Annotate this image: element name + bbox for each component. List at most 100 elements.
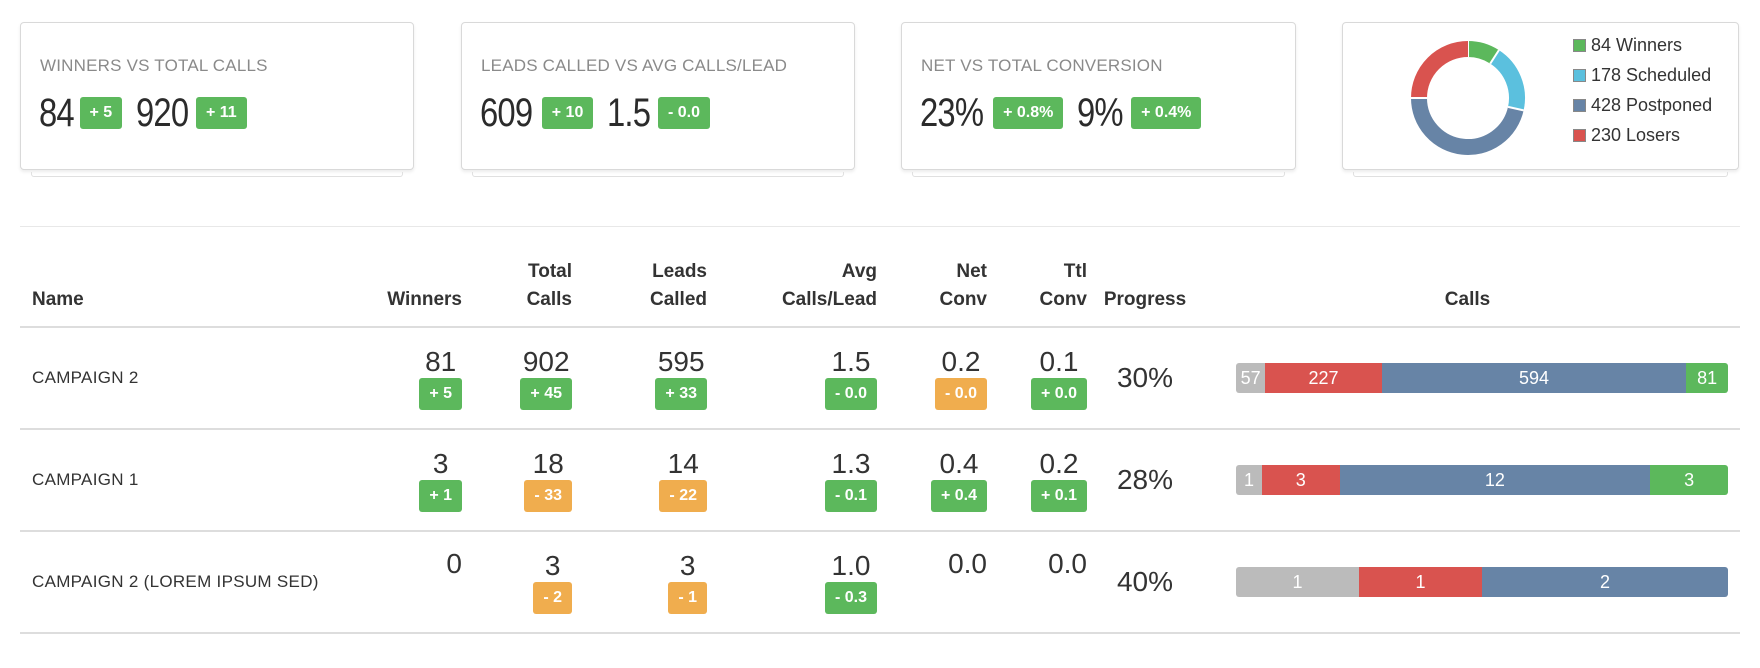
cell-stack: 3- 2 [533, 550, 572, 614]
cell-net-conv: 0.4 + 0.4 [885, 429, 995, 532]
calls-stacked-bar[interactable]: 1 3 12 3 [1236, 465, 1728, 495]
column-header-calls[interactable]: Calls [1195, 258, 1740, 328]
donut-slice-separator [1507, 105, 1524, 112]
calls-bar-segment[interactable]: 1 [1236, 465, 1262, 495]
column-header-ttl-conv[interactable]: Ttl Conv [995, 258, 1095, 328]
cell-stack: 902 + 45 [520, 346, 572, 410]
metric-value: 18 [532, 448, 564, 479]
table-row[interactable]: CAMPAIGN 2 (LOREM IPSUM SED) 0 3- 2 3- 1 1.0… [20, 531, 1740, 634]
calls-bar-segment[interactable]: 3 [1261, 465, 1340, 495]
legend-label: 428 Postponed [1591, 95, 1713, 115]
cell-total-calls: 902 + 45 [470, 327, 580, 430]
column-header-name[interactable]: Name [20, 258, 360, 328]
delta-badge: + 0.0 [1030, 378, 1087, 410]
calls-bar-segment[interactable]: 81 [1686, 363, 1728, 393]
stat-value-leads-called: 609 [480, 91, 533, 135]
metric-value: 902 [522, 346, 570, 377]
calls-stacked-bar[interactable]: 57 227 594 81 [1236, 363, 1728, 393]
column-header-winners[interactable]: Winners [360, 258, 470, 328]
delta-badge: + 10 [541, 97, 594, 129]
delta-badge: - 33 [524, 480, 572, 512]
legend-item-winners: 84 Winners [1573, 35, 1682, 56]
metric-value: 0.1 [1039, 346, 1079, 377]
cell-stack: 1.0- 0.3 [824, 550, 877, 614]
cell-stack: 3- 1 [668, 550, 707, 614]
campaign-name[interactable]: CAMPAIGN 2 [20, 327, 360, 430]
donut-slice[interactable] [1489, 50, 1525, 111]
donut-chart-card: 84 Winners 178 Scheduled 428 Postponed 2… [1342, 22, 1739, 177]
legend-label: 178 Scheduled [1591, 65, 1712, 85]
delta-badge: + 0.4% [1131, 97, 1202, 129]
donut-slice[interactable] [1467, 41, 1499, 64]
cell-total-calls: 18- 33 [470, 429, 580, 532]
header-label: Ttl [1063, 261, 1087, 282]
cell-winners: 0 [360, 531, 470, 634]
cell-stack: 3 + 1 [419, 448, 462, 512]
delta-badge: - 1 [668, 582, 707, 614]
column-header-net-conv[interactable]: Net Conv [885, 258, 995, 328]
legend-item-postponed: 428 Postponed [1573, 95, 1712, 116]
cell-winners: 3 + 1 [360, 429, 470, 532]
cell-stack: 0.1 + 0.0 [1030, 346, 1087, 410]
calls-bar-segment[interactable]: 1 [1236, 567, 1359, 597]
campaign-name[interactable]: CAMPAIGN 1 [20, 429, 360, 532]
column-header-progress[interactable]: Progress [1095, 258, 1195, 328]
delta-badge: - 0.3 [824, 582, 877, 614]
delta-badge: + 0.4 [930, 480, 987, 512]
calls-cell: 1 3 12 3 [1195, 429, 1740, 532]
metric-value: 0.2 [1039, 448, 1079, 479]
legend-swatch [1573, 39, 1586, 52]
header-label: Calls [1444, 289, 1491, 310]
calls-bar-segment[interactable]: 12 [1339, 465, 1651, 495]
calls-bar-segment[interactable]: 594 [1381, 363, 1687, 393]
cell-stack: 1.3- 0.1 [824, 448, 877, 512]
donut-slice[interactable] [1411, 41, 1469, 99]
metric-value: 0 [446, 547, 462, 579]
table-row[interactable]: CAMPAIGN 2 81 + 5 902 + 45 595 + 33 1.5- 0.0 0.2… [20, 327, 1740, 430]
cell-ttl-conv: 0.1 + 0.0 [995, 327, 1095, 430]
delta-badge: - 22 [659, 480, 707, 512]
stat-value-net-conversion: 23% [920, 91, 984, 135]
calls-bar-segment[interactable]: 1 [1359, 567, 1482, 597]
progress-value: 28% [1095, 429, 1195, 532]
delta-badge: + 11 [195, 97, 247, 129]
delta-badge: + 45 [520, 378, 572, 410]
legend-item-losers: 230 Losers [1573, 125, 1680, 146]
progress-value: 40% [1095, 531, 1195, 634]
metric-value: 595 [657, 346, 705, 377]
metric-value: 0.0 [1048, 547, 1087, 579]
cell-stack: 18- 33 [524, 448, 572, 512]
legend-swatch [1573, 99, 1586, 112]
calls-bar-segment[interactable]: 3 [1650, 465, 1728, 495]
donut-slice-separator [1489, 49, 1500, 65]
calls-bar-segment[interactable]: 227 [1265, 363, 1382, 393]
legend-label: 230 Losers [1591, 125, 1681, 145]
legend-item-scheduled: 178 Scheduled [1573, 65, 1711, 86]
column-header-avg-calls-lead[interactable]: Avg Calls/Lead [715, 258, 885, 328]
metric-value: 0.0 [948, 547, 987, 579]
campaign-table: Name Winners Total Calls Leads Called Av… [20, 258, 1740, 634]
cell-net-conv: 0.2- 0.0 [885, 327, 995, 430]
cell-leads-called: 14- 22 [580, 429, 715, 532]
header-label: Calls/Lead [781, 289, 877, 310]
column-header-leads-called[interactable]: Leads Called [580, 258, 715, 328]
delta-badge: + 0.8% [993, 97, 1064, 129]
cell-stack: 0.2- 0.0 [934, 346, 987, 410]
cell-stack: 0.4 + 0.4 [930, 448, 987, 512]
cell-winners: 81 + 5 [360, 327, 470, 430]
calls-bar-segment[interactable]: 2 [1482, 567, 1728, 597]
legend-swatch [1573, 129, 1586, 142]
cell-leads-called: 3- 1 [580, 531, 715, 634]
header-label: Leads [652, 261, 707, 282]
delta-badge: - 2 [533, 582, 572, 614]
calls-bar-segment[interactable]: 57 [1236, 363, 1266, 393]
legend-label: 84 Winners [1591, 35, 1683, 55]
campaign-name[interactable]: CAMPAIGN 2 (LOREM IPSUM SED) [20, 531, 360, 634]
kpi-card-winners-vs-calls: WINNERS VS TOTAL CALLS 84 + 5 920 + 11 [20, 22, 414, 177]
cell-avg-calls-lead: 1.0- 0.3 [715, 531, 885, 634]
table-row[interactable]: CAMPAIGN 1 3 + 1 18- 33 14- 22 1.3- 0.1 0.4 + 0… [20, 429, 1740, 532]
column-header-total-calls[interactable]: Total Calls [470, 258, 580, 328]
section-divider [20, 226, 1740, 227]
donut-slice[interactable] [1411, 97, 1524, 155]
